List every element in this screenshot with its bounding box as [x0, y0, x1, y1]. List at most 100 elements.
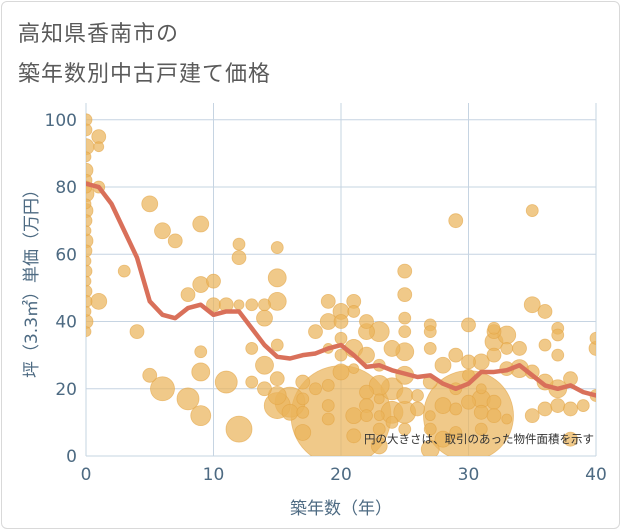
bubble-point	[372, 422, 386, 436]
bubble-point	[398, 311, 412, 325]
bubble-point	[373, 410, 385, 422]
bubble-point	[225, 415, 253, 443]
bubble-point	[334, 331, 348, 345]
bubble-point	[206, 273, 221, 289]
bubble-point	[245, 342, 259, 355]
bubble-series	[86, 113, 596, 456]
bubble-point	[537, 304, 553, 319]
bubble-point	[129, 324, 145, 340]
bubble-point	[320, 293, 336, 309]
bubble-point	[86, 151, 92, 163]
chart-title-line1: 高知県香南市の	[18, 22, 180, 47]
bubble-point	[90, 292, 108, 310]
bubble-point	[333, 314, 349, 329]
bubble-point	[423, 325, 437, 339]
x-axis-label: 築年数（年）	[290, 499, 392, 519]
y-tick-label: 100	[45, 111, 77, 131]
bubble-point	[359, 314, 374, 329]
bubble-point	[563, 401, 578, 417]
bubble-point	[397, 287, 413, 303]
bubble-point	[423, 342, 437, 355]
y-axis-label: 坪（3.3㎡）単価（万円）	[22, 181, 42, 378]
bubble-point	[117, 264, 131, 278]
bubble-point	[192, 276, 210, 293]
average-price-line	[86, 181, 596, 398]
bubble-point	[294, 424, 312, 441]
bubble-point	[154, 222, 171, 240]
bubble-point	[474, 422, 488, 436]
y-tick-label: 60	[55, 245, 77, 265]
bubble-point	[346, 428, 362, 444]
bubble-point	[86, 275, 92, 287]
bubble-point	[523, 296, 541, 314]
bubble-point	[321, 399, 335, 412]
bubble-point	[295, 374, 311, 390]
bubble-point	[347, 305, 361, 318]
bubble-point	[270, 338, 284, 352]
bubble-point	[86, 123, 93, 137]
bubble-point	[434, 430, 452, 448]
bubble-point	[86, 214, 93, 228]
bubble-point	[385, 415, 399, 429]
bubble-point	[86, 255, 92, 267]
bubble-point	[420, 439, 440, 456]
bubble-point	[86, 284, 93, 298]
x-tick-label: 10	[203, 465, 225, 485]
bubble-point	[190, 405, 212, 427]
bubble-point	[267, 291, 287, 311]
bubble-point	[486, 394, 502, 410]
bubble-point	[500, 342, 514, 355]
bubble-point	[233, 299, 245, 311]
bubble-point	[256, 309, 273, 327]
bubble-point	[538, 338, 552, 352]
y-tick-label: 0	[66, 447, 77, 467]
axis-ticks: 0 10 20 30 40 0 20 40 60 80 100	[45, 111, 607, 485]
bubble-point	[383, 340, 401, 357]
x-tick-label: 20	[330, 465, 352, 485]
bubble-point	[486, 347, 502, 363]
bubble-point	[270, 241, 284, 254]
bubble-point	[360, 409, 373, 423]
bubble-point	[396, 387, 414, 404]
bubble-point	[232, 237, 246, 251]
bubble-point	[150, 376, 175, 402]
x-tick-label: 40	[585, 465, 607, 485]
bubble-point	[448, 347, 464, 363]
bubble-point	[321, 378, 335, 392]
bubble-point	[411, 389, 424, 402]
bubble-point	[86, 264, 93, 278]
bubble-point	[332, 363, 350, 381]
x-tick-label: 0	[81, 465, 92, 485]
bubble-point	[475, 383, 487, 395]
bubble-point	[537, 401, 553, 417]
bubble-point	[524, 408, 540, 424]
bubble-point	[245, 298, 259, 312]
average-line-series	[86, 181, 596, 398]
bubble-point	[551, 348, 565, 362]
bubble-point	[176, 387, 200, 411]
bubble-point	[308, 324, 323, 340]
bubble-point	[487, 321, 501, 335]
bubble-size-note: 円の大きさは、取引のあった物件面積を示す	[364, 432, 594, 446]
bubble-point	[398, 325, 412, 339]
bubble-point	[86, 225, 92, 237]
bubble-point	[461, 317, 476, 333]
bubble-point	[180, 287, 196, 303]
bubble-point	[525, 204, 539, 217]
bubble-point	[269, 371, 285, 387]
bubble-point	[141, 195, 159, 213]
bubble-point	[398, 422, 412, 436]
bubble-point	[86, 244, 93, 258]
bubble-point	[410, 401, 425, 417]
bubble-point	[167, 233, 183, 249]
bubble-point	[501, 413, 513, 425]
bubble-point	[486, 408, 502, 424]
bubble-point	[192, 215, 210, 233]
bubble-point	[214, 370, 238, 394]
bubble-point	[589, 331, 596, 345]
bubble-point	[373, 393, 385, 405]
bubble-point	[86, 326, 92, 338]
bubble-point	[423, 422, 437, 436]
y-tick-label: 20	[55, 380, 77, 400]
